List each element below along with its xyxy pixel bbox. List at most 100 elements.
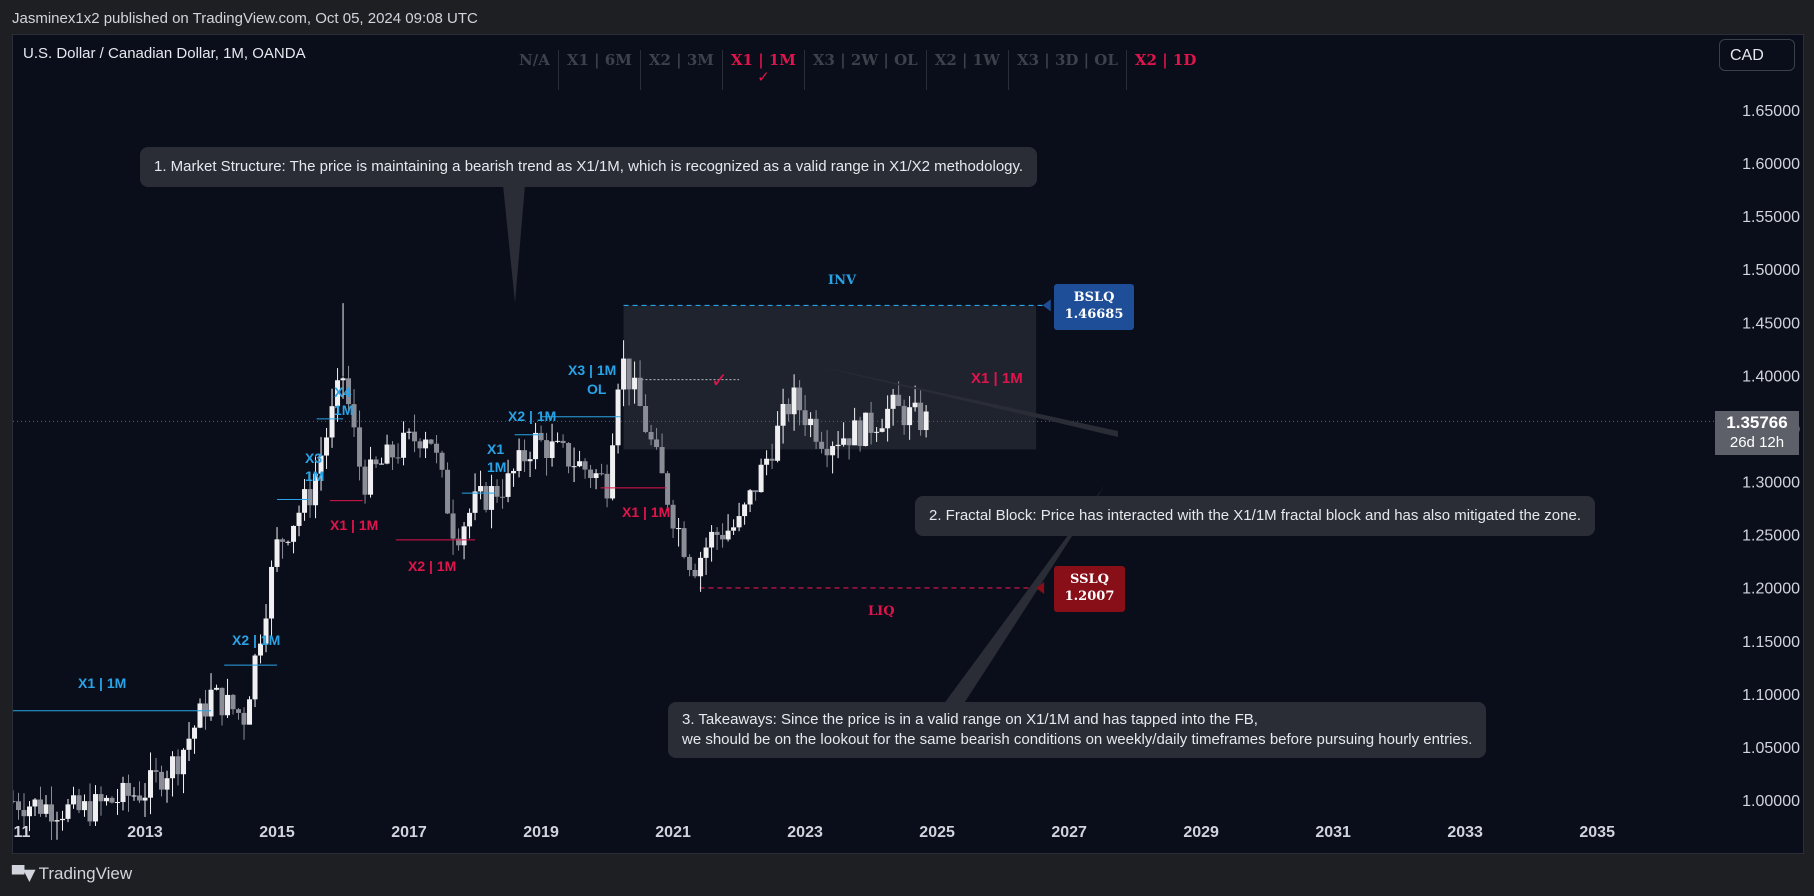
candle-body <box>439 452 445 470</box>
y-tick-label: 1.45000 <box>1742 315 1800 332</box>
timeframe-separator <box>557 50 559 90</box>
candle-body <box>346 378 352 405</box>
y-tick-label: 1.25000 <box>1742 528 1800 545</box>
candle-body <box>32 799 38 807</box>
tradingview-logo-icon: ▀▼ <box>12 864 36 884</box>
timeframe-label: X1 | 1M <box>730 51 796 69</box>
timeframe-item-1[interactable]: X1 | 6M <box>565 50 634 70</box>
candle-body <box>428 439 434 444</box>
struct-label-4: X4 <box>334 384 352 400</box>
sslq-tag-pointer <box>1036 581 1045 594</box>
candle-body <box>841 438 847 445</box>
candle-body <box>615 389 621 446</box>
currency-button[interactable]: CAD <box>1719 39 1795 71</box>
y-tick-label: 1.60000 <box>1742 156 1800 173</box>
struct-label-7: X2 | 1M <box>408 558 457 574</box>
candle-body <box>214 687 220 690</box>
candle-body <box>351 404 357 428</box>
liq-label: LIQ <box>868 604 895 619</box>
candle-body <box>423 439 429 449</box>
current-price: 1.35766 <box>1726 413 1788 432</box>
struct-label-1: X2 | 1M <box>232 632 281 648</box>
candle-body <box>258 643 264 656</box>
callout-takeaways[interactable]: 3. Takeaways: Since the price is in a va… <box>668 702 1487 758</box>
candle-body <box>357 427 363 467</box>
callout-fractal-block-text: 2. Fractal Block: Price has interacted w… <box>929 507 1581 524</box>
timeframe-separator <box>803 50 805 90</box>
candle-body <box>109 797 115 803</box>
candle-body <box>808 418 814 426</box>
candle-body <box>13 801 16 802</box>
candle-body <box>291 525 297 542</box>
bslq-tag[interactable]: BSLQ 1.46685 <box>1054 284 1134 330</box>
candle-body <box>329 406 335 438</box>
candle-body <box>203 703 209 717</box>
x-tick-label: 2035 <box>1579 824 1615 841</box>
candle-body <box>731 527 737 531</box>
candle-body <box>643 405 649 432</box>
y-tick-label: 1.20000 <box>1742 581 1800 598</box>
fractal-block-zone[interactable] <box>623 305 1037 450</box>
sslq-tag[interactable]: SSLQ 1.2007 <box>1054 566 1125 612</box>
candle-body <box>208 689 214 717</box>
candle-body <box>269 566 275 619</box>
candle-body <box>863 412 869 446</box>
candle-body <box>230 694 236 710</box>
timeframe-item-3[interactable]: X1 | 1M ✓ <box>729 50 798 86</box>
x-tick-label: 2031 <box>1315 824 1351 841</box>
timeframe-label: N/A <box>519 51 550 69</box>
candle-body <box>604 473 610 499</box>
candle-body <box>736 516 742 528</box>
timeframe-label: X2 | 1D <box>1134 51 1197 69</box>
callout-market-structure[interactable]: 1. Market Structure: The price is mainta… <box>140 147 1038 187</box>
candle-body <box>852 420 858 446</box>
candle-body <box>285 541 291 543</box>
candle-body <box>247 699 253 725</box>
candle-body <box>164 778 170 790</box>
timeframe-item-2[interactable]: X2 | 3M <box>647 50 716 70</box>
tradingview-logo[interactable]: ▀▼ TradingView <box>12 864 132 884</box>
x-tick-label: 2029 <box>1183 824 1219 841</box>
footer-bar <box>0 852 1814 896</box>
candle-body <box>104 797 110 802</box>
timeframe-item-7[interactable]: X2 | 1D <box>1133 50 1198 70</box>
struct-label-6: X1 | 1M <box>330 517 379 533</box>
candle-body <box>472 491 478 513</box>
candle-body <box>709 531 715 548</box>
candle-body <box>500 496 506 498</box>
candle-body <box>197 703 203 728</box>
timeframe-item-4[interactable]: X3 | 2W | OL <box>811 50 920 70</box>
timeframe-separator <box>1125 50 1127 90</box>
y-tick-label: 1.50000 <box>1742 262 1800 279</box>
timeframe-item-5[interactable]: X2 | 1W <box>933 50 1002 70</box>
candle-body <box>918 402 924 431</box>
bslq-value: 1.46685 <box>1064 307 1124 322</box>
candle-body <box>307 489 313 506</box>
candle-body <box>335 380 341 407</box>
candle-body <box>670 504 676 529</box>
symbol-title[interactable]: U.S. Dollar / Canadian Dollar, 1M, OANDA <box>23 45 306 62</box>
candle-body <box>923 411 929 431</box>
candle-body <box>698 557 704 577</box>
callout-fractal-block[interactable]: 2. Fractal Block: Price has interacted w… <box>915 496 1595 536</box>
timeframe-item-0[interactable]: N/A <box>517 50 552 70</box>
candle-body <box>857 420 863 446</box>
candle-body <box>555 440 561 442</box>
candle-body <box>65 804 71 819</box>
candle-body <box>362 466 368 495</box>
candle-body <box>115 802 121 804</box>
candle-body <box>148 770 154 798</box>
struct-label-2: X3 <box>305 450 323 466</box>
price-chart[interactable]: 1.65000 1.60000 1.55000 1.50000 1.45000 1.400… <box>13 35 1803 853</box>
current-price-tag: 1.35766 26d 12h <box>1715 411 1799 455</box>
candle-body <box>742 504 748 517</box>
candle-body <box>461 526 467 546</box>
candle-body <box>313 473 319 506</box>
struct-label-3: 1M <box>305 468 325 484</box>
candle-body <box>445 469 451 514</box>
candle-body <box>175 756 181 775</box>
struct-label-12: OL <box>587 381 607 397</box>
timeframe-item-6[interactable]: X3 | 3D | OL <box>1015 50 1120 70</box>
bslq-tag-pointer <box>1042 299 1051 312</box>
sslq-value: 1.2007 <box>1064 589 1115 604</box>
